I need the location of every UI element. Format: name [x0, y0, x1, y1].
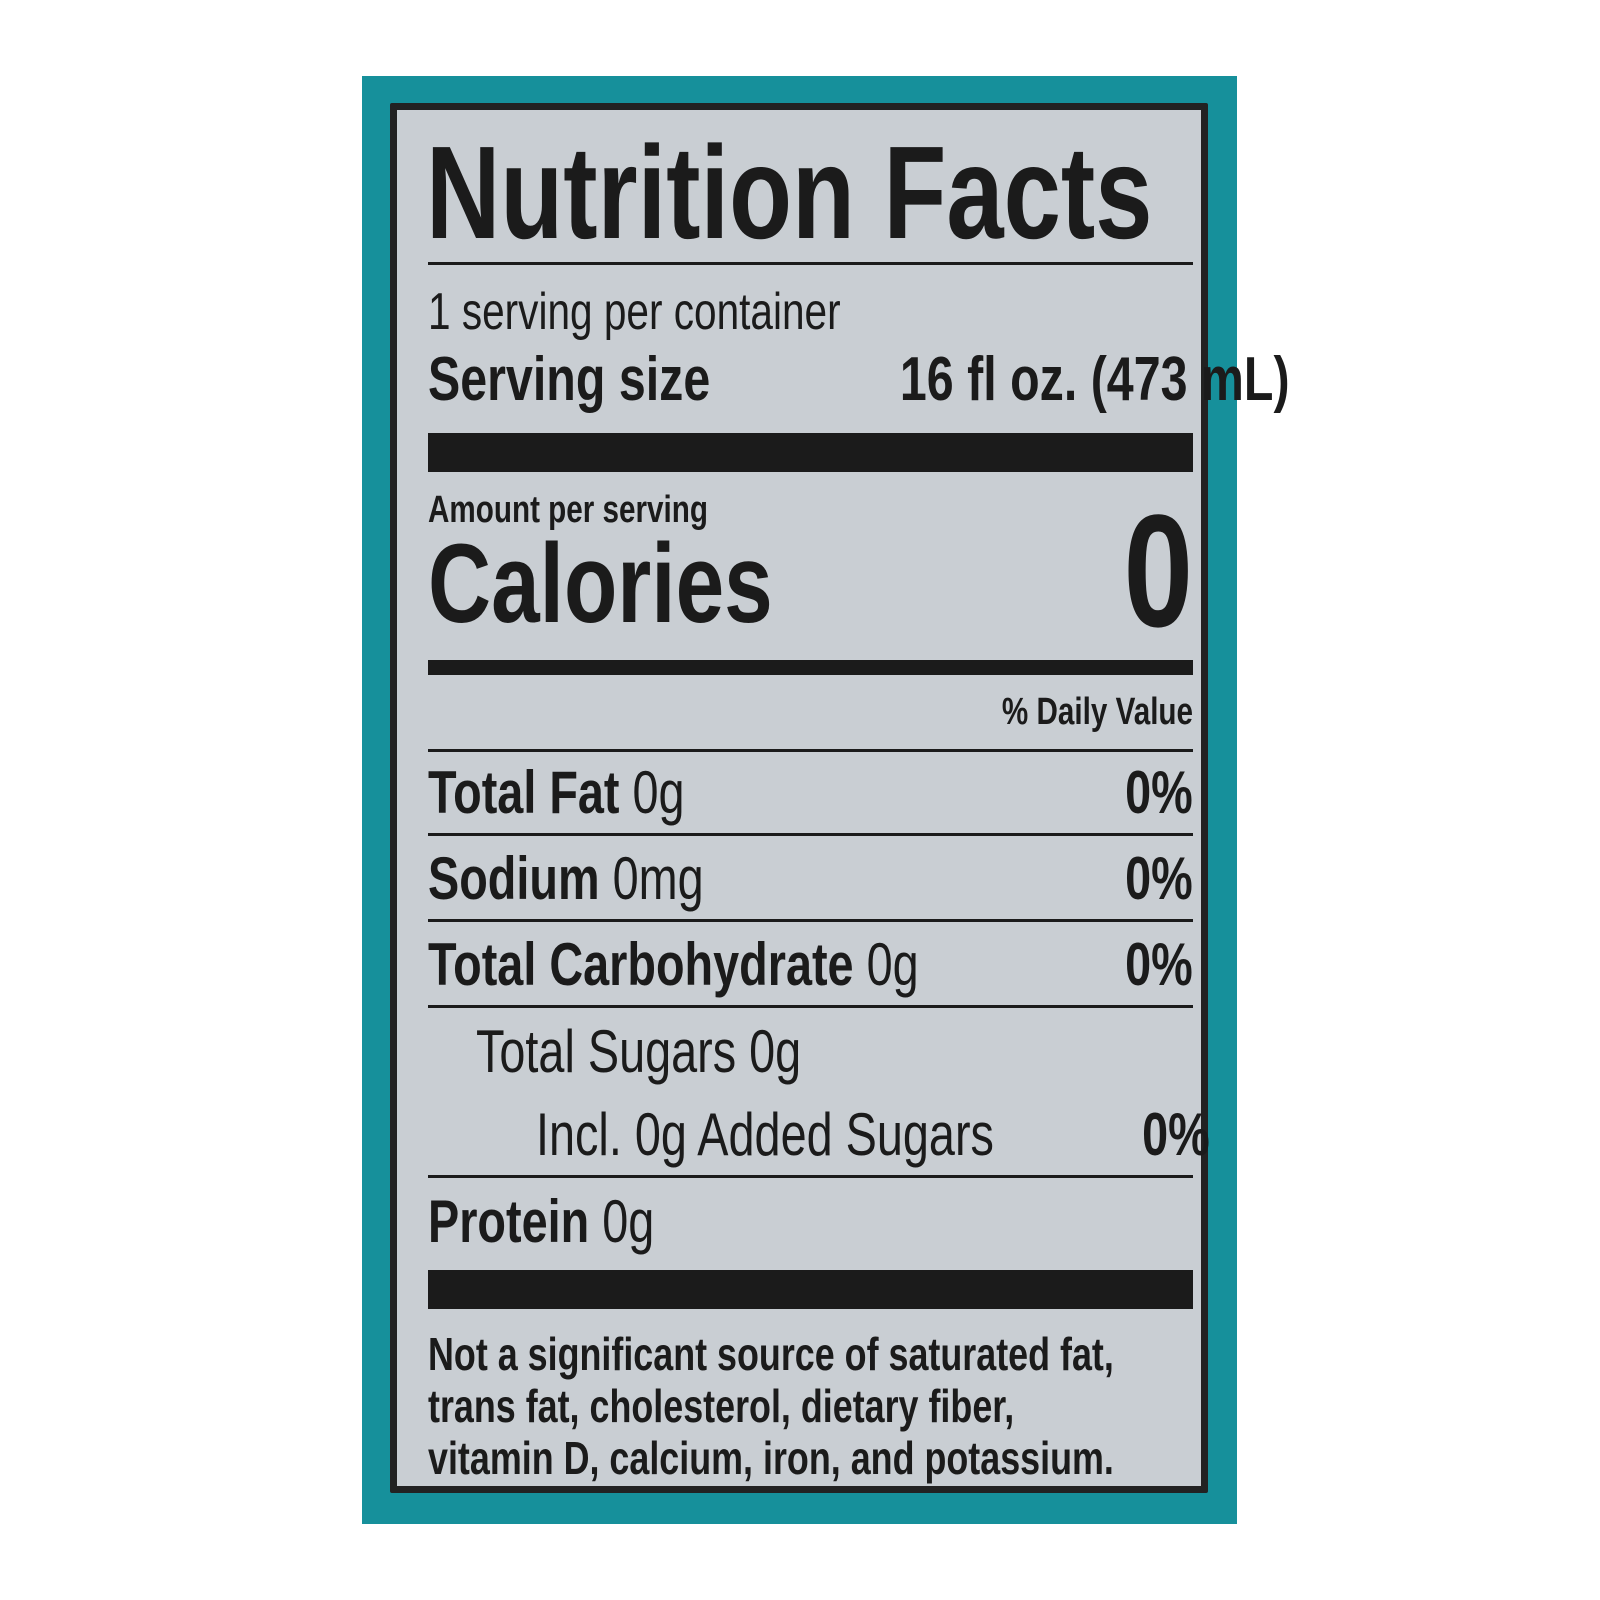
nutrient-row-added-sugars: Incl. 0g Added Sugars 0% — [428, 1094, 1210, 1178]
serving-size-value: 16 fl oz. (473 mL) — [899, 345, 1290, 414]
nutrient-row-total-sugars: Total Sugars 0g — [476, 1018, 802, 1085]
nutrient-row-total-carbohydrate: Total Carbohydrate 0g 0% — [428, 924, 1193, 1008]
footnote: Not a significant source of saturated fa… — [428, 1328, 1114, 1484]
nutrient-row-sodium: Sodium 0mg 0% — [428, 838, 1193, 922]
divider — [428, 749, 1193, 752]
amount-per-serving: Amount per serving — [428, 489, 708, 531]
calories-value: 0 — [1123, 481, 1193, 660]
nutrient-row-total-fat: Total Fat 0g 0% — [428, 752, 1193, 836]
nutrition-label — [390, 103, 1208, 1493]
daily-value-header: % Daily Value — [1001, 691, 1193, 733]
thick-divider — [428, 433, 1193, 472]
medium-divider — [428, 660, 1193, 675]
serving-size: Serving size 16 fl oz. (473 mL) — [428, 345, 1289, 414]
label-title: Nutrition Facts — [426, 119, 1153, 266]
serving-size-label: Serving size — [428, 345, 711, 414]
nutrient-row-protein: Protein 0g — [428, 1188, 655, 1255]
divider — [428, 262, 1193, 265]
servings-per-container: 1 serving per container — [428, 283, 841, 341]
calories-label: Calories — [428, 521, 773, 646]
thick-divider — [428, 1270, 1193, 1309]
